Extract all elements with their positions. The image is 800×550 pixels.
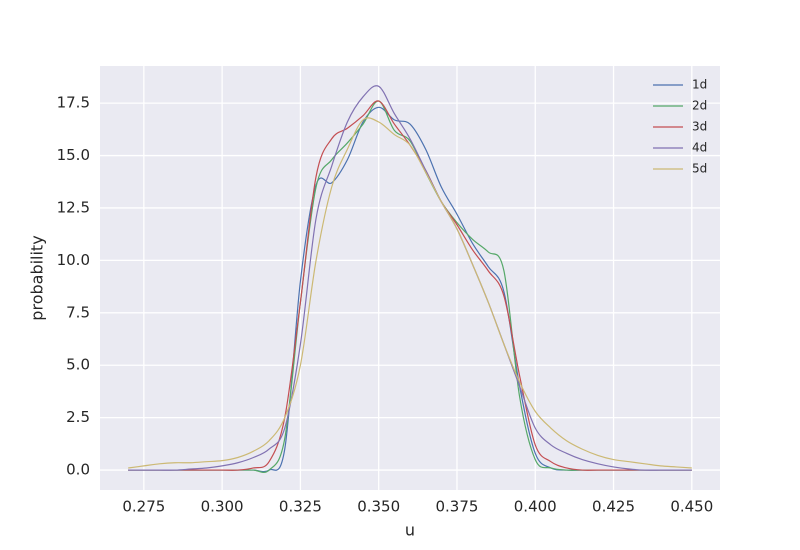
y-tick-label: 12.5 xyxy=(57,198,90,216)
x-tick-label: 0.325 xyxy=(279,498,322,516)
grid xyxy=(100,66,720,490)
line xyxy=(128,85,692,471)
legend-label: 5d xyxy=(692,162,707,176)
x-tick-label: 0.375 xyxy=(435,498,478,516)
x-axis-label: u xyxy=(405,521,415,540)
x-tick-label: 0.350 xyxy=(357,498,400,516)
legend-label: 2d xyxy=(692,99,707,113)
y-tick-label: 10.0 xyxy=(57,251,90,269)
y-tick-label: 15.0 xyxy=(57,146,90,164)
x-tick-label: 0.425 xyxy=(592,498,635,516)
x-tick-label: 0.275 xyxy=(122,498,165,516)
legend-label: 4d xyxy=(692,141,707,155)
y-tick-label: 0.0 xyxy=(66,461,90,479)
y-tick-label: 7.5 xyxy=(66,303,90,321)
legend-label: 1d xyxy=(692,78,707,92)
x-tick-label: 0.450 xyxy=(670,498,713,516)
y-axis-label: probability xyxy=(28,235,47,320)
plot-area xyxy=(100,66,720,490)
x-tick-label: 0.400 xyxy=(514,498,557,516)
legend-label: 3d xyxy=(692,120,707,134)
lines xyxy=(128,85,692,473)
y-tick-label: 2.5 xyxy=(66,408,90,426)
line xyxy=(128,117,692,469)
x-tick-label: 0.300 xyxy=(201,498,244,516)
y-tick-label: 5.0 xyxy=(66,356,90,374)
y-tick-label: 17.5 xyxy=(57,94,90,112)
